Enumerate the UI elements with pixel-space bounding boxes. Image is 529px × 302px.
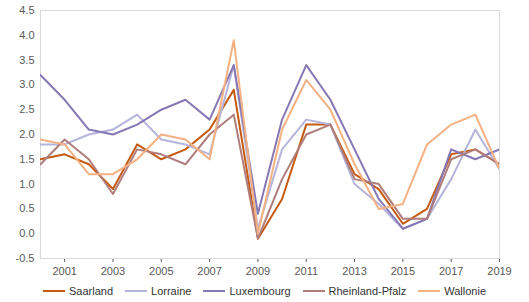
svg-text:1.5: 1.5 (19, 153, 34, 165)
svg-text:0.0: 0.0 (19, 227, 34, 239)
svg-text:4.0: 4.0 (19, 29, 34, 41)
svg-text:2013: 2013 (342, 265, 366, 277)
svg-text:3.0: 3.0 (19, 78, 34, 90)
svg-text:0.5: 0.5 (19, 202, 34, 214)
svg-text:2019: 2019 (487, 265, 511, 277)
svg-text:2003: 2003 (101, 265, 125, 277)
svg-text:2009: 2009 (246, 265, 270, 277)
html-text:Luxembourg: Luxembourg (229, 285, 291, 297)
svg-text:2005: 2005 (149, 265, 173, 277)
svg-text:2017: 2017 (439, 265, 463, 277)
svg-text:3.5: 3.5 (19, 54, 34, 66)
svg-text:2001: 2001 (52, 265, 76, 277)
svg-text:2011: 2011 (294, 265, 318, 277)
svg-text:1.0: 1.0 (19, 178, 34, 190)
html-text:Rheinland-Pfalz: Rheinland-Pfalz (328, 285, 407, 297)
svg-text:-0.5: -0.5 (16, 252, 35, 264)
svg-text:2007: 2007 (197, 265, 221, 277)
svg-text:2015: 2015 (391, 265, 415, 277)
svg-text:2.5: 2.5 (19, 103, 34, 115)
html-text:Saarland: Saarland (69, 285, 113, 297)
html-text:Wallonie: Wallonie (444, 285, 486, 297)
html-text:Lorraine: Lorraine (151, 285, 192, 297)
svg-text:4.5: 4.5 (19, 4, 34, 16)
svg-text:2.0: 2.0 (19, 128, 34, 140)
